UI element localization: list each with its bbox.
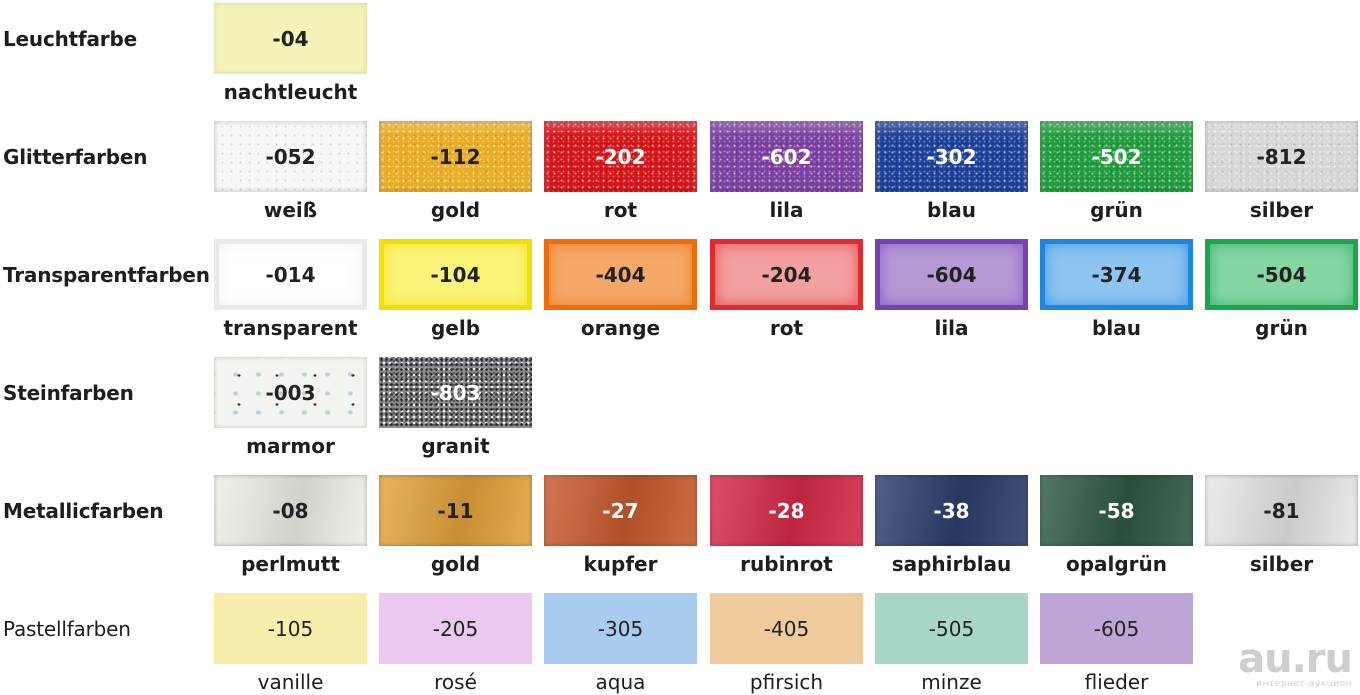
color-code: -38: [933, 498, 970, 523]
color-name: aqua: [595, 670, 646, 694]
color-name: kupfer: [583, 552, 658, 576]
row-label: Glitterfarben: [3, 145, 148, 169]
row-label: Leuchtfarbe: [3, 27, 137, 51]
color-code: -302: [926, 144, 977, 169]
color-name: pfirsich: [749, 670, 824, 694]
color-swatch: -812: [1205, 121, 1358, 192]
color-swatch: -27: [544, 475, 697, 546]
color-name: silber: [1249, 198, 1314, 222]
color-code: -602: [761, 144, 812, 169]
color-swatch: -04: [214, 3, 367, 74]
color-name: grün: [1255, 316, 1308, 340]
color-code: -27: [602, 498, 639, 523]
color-swatch: -405: [710, 593, 863, 664]
color-code: -08: [272, 498, 309, 523]
color-code: -305: [597, 616, 644, 641]
color-code: -502: [1091, 144, 1142, 169]
color-name: granit: [421, 434, 490, 458]
color-swatch: -38: [875, 475, 1028, 546]
color-swatch: -202: [544, 121, 697, 192]
row-label: Metallicfarben: [3, 499, 164, 523]
color-swatch: -112: [379, 121, 532, 192]
color-code: -405: [763, 616, 810, 641]
color-name: nachtleucht: [223, 80, 358, 104]
color-swatch: -052: [214, 121, 367, 192]
color-name: gelb: [430, 316, 481, 340]
color-swatch: -305: [544, 593, 697, 664]
color-code: -505: [928, 616, 975, 641]
color-name: rot: [769, 316, 804, 340]
color-swatch: -604: [875, 239, 1028, 310]
color-code: -204: [761, 262, 812, 287]
color-code: -052: [265, 144, 316, 169]
color-swatch: -58: [1040, 475, 1193, 546]
color-name: gold: [430, 552, 481, 576]
color-code: -28: [768, 498, 805, 523]
color-name: gold: [430, 198, 481, 222]
color-name: blau: [927, 198, 976, 222]
color-code: -504: [1256, 262, 1307, 287]
color-code: -812: [1256, 144, 1307, 169]
color-name: opalgrün: [1065, 552, 1168, 576]
color-swatch: -803: [379, 357, 532, 428]
color-swatch: -28: [710, 475, 863, 546]
color-code: -81: [1263, 498, 1300, 523]
row-label: Steinfarben: [3, 381, 134, 405]
color-swatch: -602: [710, 121, 863, 192]
color-code: -205: [432, 616, 479, 641]
color-code: -014: [265, 262, 316, 287]
color-name: orange: [580, 316, 661, 340]
color-swatch: -605: [1040, 593, 1193, 664]
color-name: perlmutt: [241, 552, 340, 576]
color-swatch: -105: [214, 593, 367, 664]
color-name: grün: [1090, 198, 1143, 222]
color-code: -104: [430, 262, 481, 287]
color-name: transparent: [223, 316, 358, 340]
color-name: blau: [1092, 316, 1141, 340]
row-label: Pastellfarben: [3, 617, 131, 641]
color-swatch: -502: [1040, 121, 1193, 192]
color-name: minze: [921, 670, 982, 694]
color-swatch: -374: [1040, 239, 1193, 310]
color-swatch: -014: [214, 239, 367, 310]
color-code: -58: [1098, 498, 1135, 523]
color-code: -404: [595, 262, 646, 287]
color-name: weiß: [263, 198, 318, 222]
color-swatch: -205: [379, 593, 532, 664]
color-name: rosé: [434, 670, 477, 694]
color-name: vanille: [257, 670, 324, 694]
color-name: saphirblau: [891, 552, 1012, 576]
color-name: rubinrot: [740, 552, 833, 576]
color-name: lila: [934, 316, 969, 340]
color-code: -604: [926, 262, 977, 287]
watermark-logo: au.ru интернет-аукцион: [1238, 636, 1353, 689]
color-name: marmor: [246, 434, 335, 458]
color-name: rot: [603, 198, 638, 222]
color-swatch: -003: [214, 357, 367, 428]
color-swatch: -104: [379, 239, 532, 310]
color-code: -105: [267, 616, 314, 641]
color-swatch: -11: [379, 475, 532, 546]
color-swatch: -81: [1205, 475, 1358, 546]
color-code: -04: [272, 26, 309, 51]
color-swatch: -08: [214, 475, 367, 546]
color-swatch: -204: [710, 239, 863, 310]
color-code: -11: [437, 498, 474, 523]
color-swatch: -302: [875, 121, 1028, 192]
color-name: silber: [1249, 552, 1314, 576]
color-swatch: -404: [544, 239, 697, 310]
row-label: Transparentfarben: [3, 263, 210, 287]
color-swatch: -505: [875, 593, 1028, 664]
watermark-sub: интернет-аукцион: [1256, 679, 1352, 689]
color-code: -374: [1091, 262, 1142, 287]
color-name: lila: [769, 198, 804, 222]
color-name: flieder: [1084, 670, 1149, 694]
color-swatch: -504: [1205, 239, 1358, 310]
color-code: -003: [265, 380, 316, 405]
color-code: -803: [430, 380, 481, 405]
watermark-main: au.ru: [1238, 636, 1353, 682]
color-code: -202: [595, 144, 646, 169]
color-code: -112: [430, 144, 481, 169]
color-code: -605: [1093, 616, 1140, 641]
